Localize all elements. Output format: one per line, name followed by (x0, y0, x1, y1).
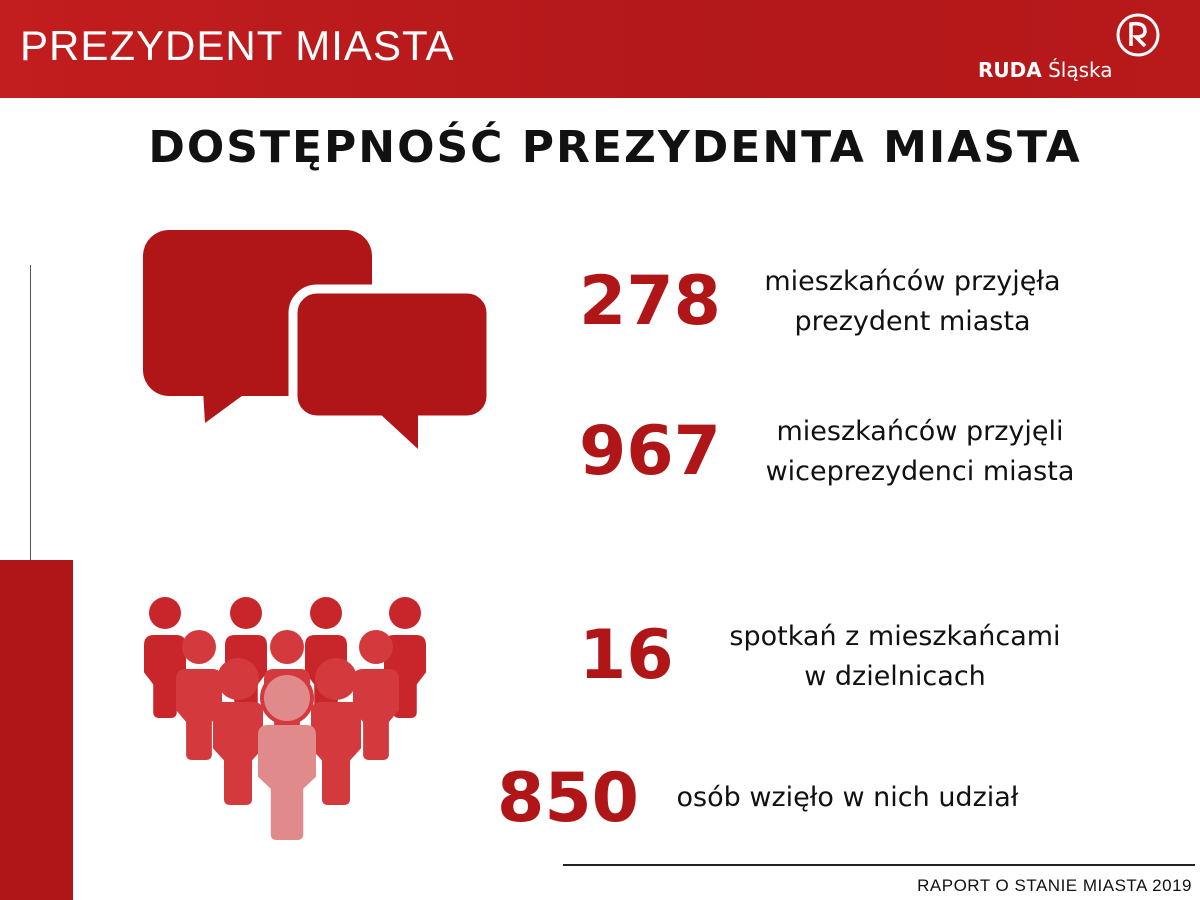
person-figure (353, 630, 399, 760)
person-figure (258, 675, 316, 840)
header-bar: PREZYDENT MIASTA RUDA Śląska (0, 0, 1200, 98)
stat-desc-850: osób wzięło w nich udział (645, 778, 1050, 818)
person-figure (213, 658, 263, 805)
footer-caption: RAPORT O STANIE MIASTA 2019 (917, 876, 1192, 895)
stat-value-16: 16 (579, 616, 674, 695)
stat-desc-line: prezydent miasta (794, 306, 1031, 337)
logo-word-slaska: Śląska (1048, 58, 1113, 82)
stat-desc-line: w dzielnicach (804, 661, 986, 692)
divider-horizontal (563, 864, 1195, 866)
stat-desc-16: spotkań z mieszkańcami w dzielnicach (695, 617, 1095, 697)
logo-emblem-icon (1116, 13, 1160, 57)
ruda-slaska-logo: RUDA Śląska (978, 12, 1168, 87)
stat-value-967: 967 (579, 412, 721, 491)
speech-bubbles-icon (143, 230, 496, 449)
person-figure (144, 597, 186, 718)
decorative-red-block (0, 560, 73, 900)
person-figure (176, 630, 222, 760)
stat-desc-278: mieszkańców przyjęła prezydent miasta (740, 262, 1085, 342)
people-crowd-icon (144, 597, 426, 840)
stat-desc-line: osób wzięło w nich udział (676, 782, 1019, 813)
stat-desc-line: spotkań z mieszkańcami (729, 621, 1061, 652)
stat-value-278: 278 (579, 262, 721, 341)
stat-desc-967: mieszkańców przyjęli wiceprezydenci mias… (740, 412, 1100, 492)
person-figure (311, 658, 361, 805)
stat-value-850: 850 (497, 759, 639, 838)
logo-word-ruda: RUDA (978, 58, 1042, 82)
divider-vertical (30, 265, 31, 560)
header-title: PREZYDENT MIASTA (20, 22, 455, 69)
page-title: DOSTĘPNOŚĆ PREZYDENTA MIASTA (148, 122, 1082, 173)
stat-desc-line: mieszkańców przyjęli (776, 416, 1064, 447)
stat-desc-line: mieszkańców przyjęła (764, 266, 1061, 297)
stat-desc-line: wiceprezydenci miasta (765, 456, 1075, 487)
